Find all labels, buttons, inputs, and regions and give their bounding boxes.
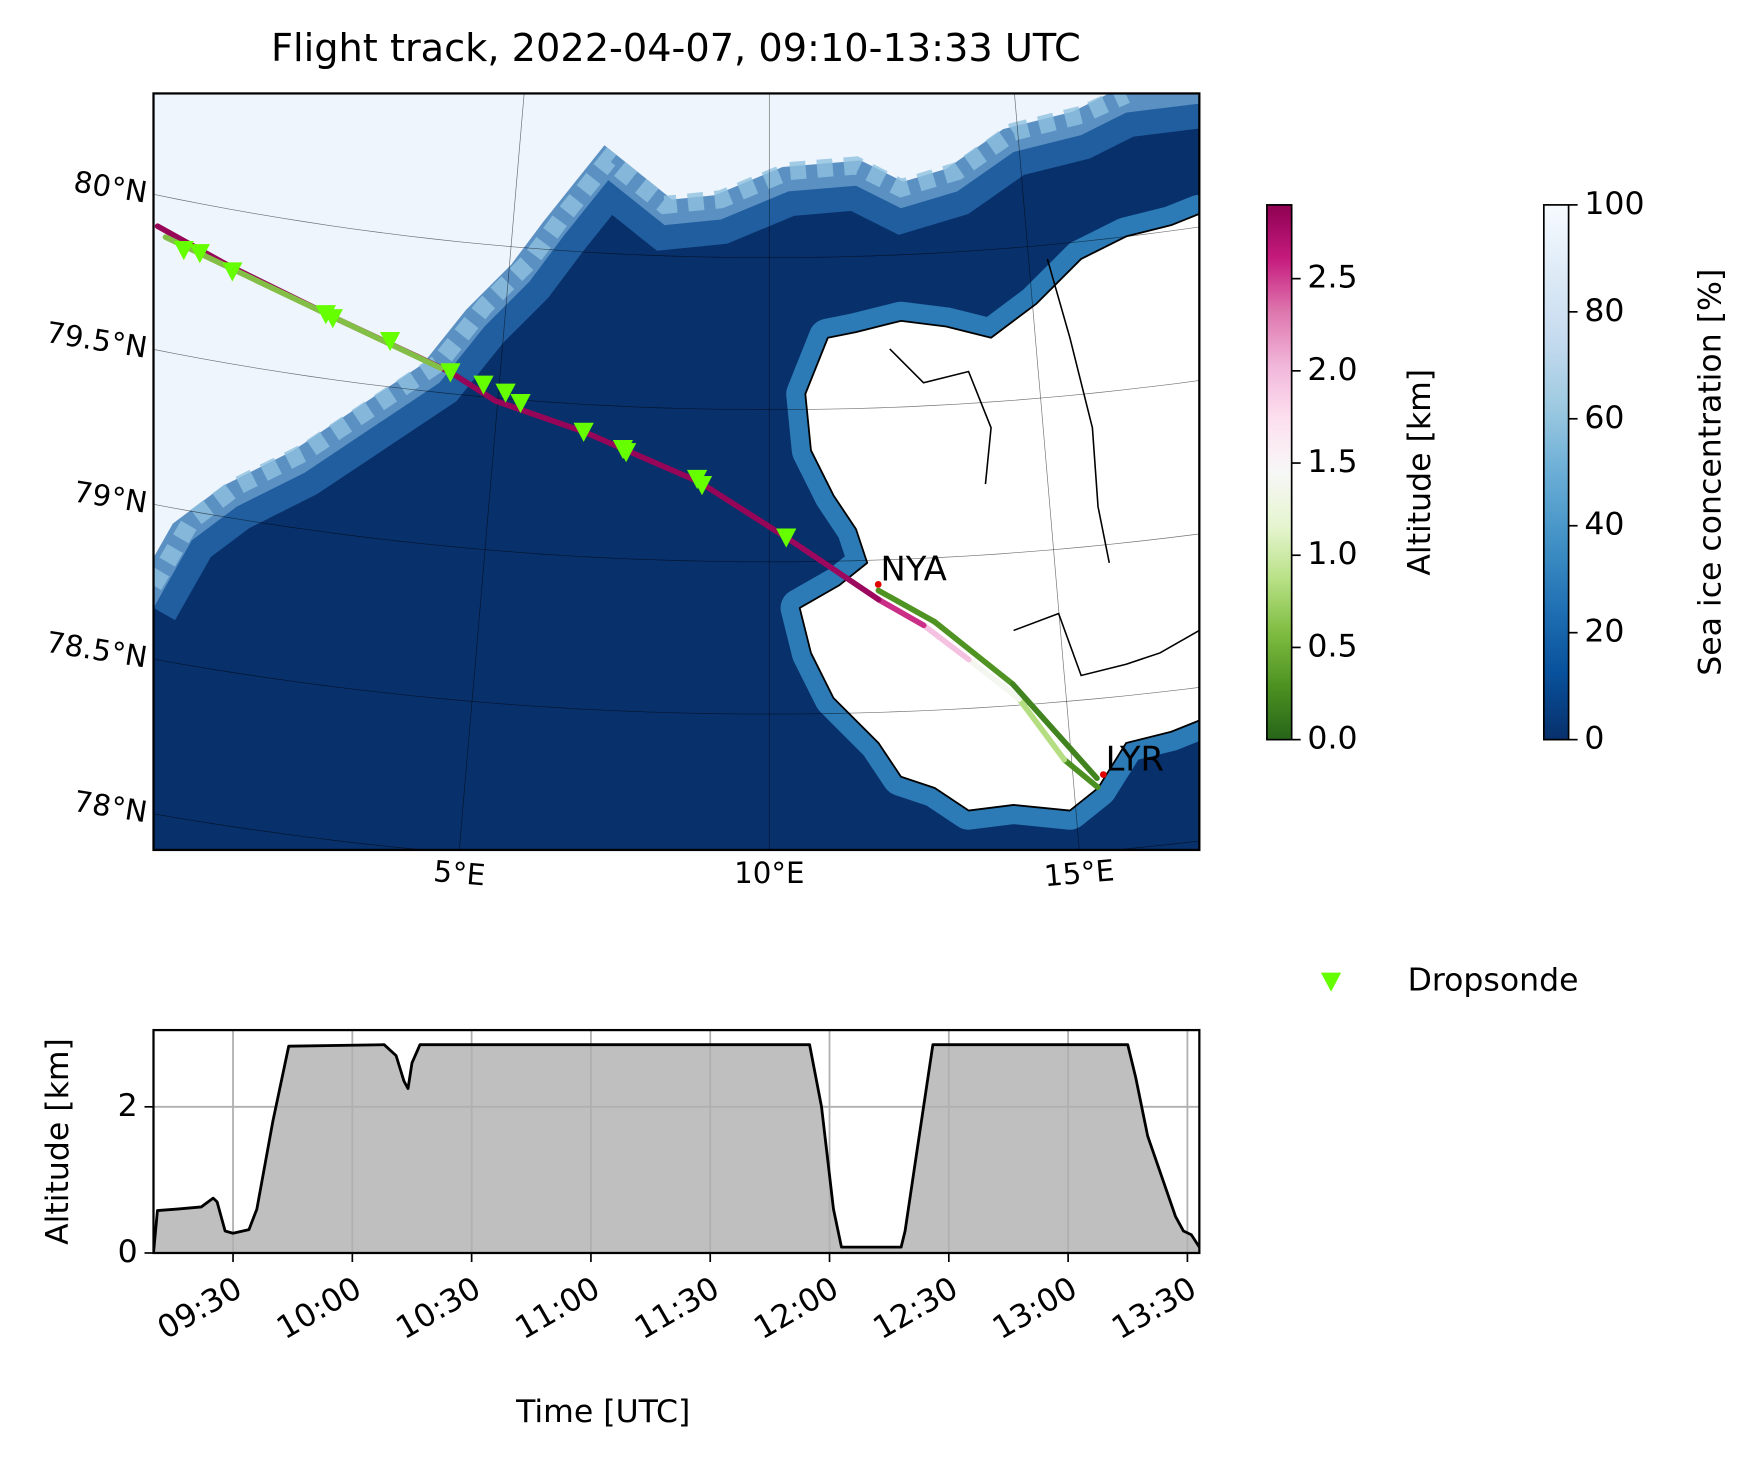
dropsonde-marker xyxy=(615,443,637,463)
dropsonde-marker xyxy=(510,393,531,414)
grid-line xyxy=(153,503,1200,563)
colorbar-tick-label: 20 xyxy=(1584,614,1624,650)
x-tick-label: 10°E xyxy=(734,856,804,890)
dropsonde-marker xyxy=(379,332,401,352)
flight-track xyxy=(920,622,972,663)
x-tick-label: 13:00 xyxy=(987,1270,1084,1347)
colorbar-tick-label: 0 xyxy=(1584,721,1604,757)
flight-track xyxy=(783,534,882,603)
land xyxy=(798,212,1200,812)
chart-title: Flight track, 2022-04-07, 09:10-13:33 UT… xyxy=(271,26,1081,71)
x-tick-label: 12:00 xyxy=(748,1270,845,1347)
colorbar xyxy=(1266,204,1293,741)
y-tick-label: 79°N xyxy=(71,475,149,520)
flight-track xyxy=(696,479,790,541)
colorbar-tick-label: 100 xyxy=(1584,186,1644,222)
plot-frame xyxy=(152,1028,1201,1255)
dropsonde-marker xyxy=(776,528,797,548)
x-tick-label: 09:30 xyxy=(152,1270,249,1347)
flight-track xyxy=(1016,696,1068,763)
dropsonde-marker xyxy=(573,422,594,442)
fjord xyxy=(1013,612,1200,677)
fjord xyxy=(889,348,992,485)
flight-track xyxy=(875,596,927,629)
y-tick-label: 0 xyxy=(118,1234,138,1270)
place-marker xyxy=(874,581,882,588)
dropsonde-marker xyxy=(222,262,243,282)
y-tick-label: 79.5°N xyxy=(44,315,150,364)
dropsonde-marker xyxy=(473,375,494,395)
grid-line xyxy=(153,193,1200,259)
flight-track xyxy=(875,587,938,625)
x-tick-label: 10:00 xyxy=(271,1270,368,1347)
x-tick-label: 11:30 xyxy=(629,1270,726,1347)
colorbar-tick-label: 0.0 xyxy=(1307,721,1357,757)
colorbar xyxy=(1542,204,1570,741)
flight-track xyxy=(1010,681,1100,782)
dropsonde-marker xyxy=(322,309,343,329)
flight-track xyxy=(931,618,1016,688)
y-tick-label: 78°N xyxy=(71,784,149,829)
dropsonde-marker xyxy=(173,241,194,261)
x-tick-label: 10:30 xyxy=(390,1270,487,1347)
colorbar-tick-label: 1.0 xyxy=(1307,536,1357,572)
colorbar-tick-label: 40 xyxy=(1584,507,1624,543)
colorbar-tick-label: 1.5 xyxy=(1307,444,1357,480)
dropsonde-marker xyxy=(495,383,516,403)
place-marker xyxy=(1099,771,1107,778)
dropsonde-marker xyxy=(440,363,461,383)
altitude-line xyxy=(153,1043,1200,1253)
grid-line xyxy=(1014,93,1080,850)
colorbar-label: Sea ice concentration [%] xyxy=(1693,269,1729,676)
flight-track xyxy=(580,428,703,485)
colorbar-tick-label: 80 xyxy=(1584,293,1624,329)
map-frame xyxy=(152,92,1201,852)
y-tick-label: 78.5°N xyxy=(44,625,150,674)
colorbar-tick-label: 2.0 xyxy=(1307,352,1357,388)
colorbar-tick-label: 60 xyxy=(1584,400,1624,436)
place-label: NYA xyxy=(880,549,946,588)
x-tick-label: 13:30 xyxy=(1106,1270,1203,1347)
sea-ice xyxy=(153,93,1200,608)
flight-track xyxy=(492,398,587,435)
x-tick-label: 12:30 xyxy=(867,1270,964,1347)
y-tick-label: 80°N xyxy=(71,165,149,210)
x-tick-label: 11:00 xyxy=(510,1270,607,1347)
y-axis-label: Altitude [km] xyxy=(40,1038,76,1245)
colorbar-tick-label: 2.5 xyxy=(1307,260,1357,296)
y-tick-label: 2 xyxy=(118,1088,138,1124)
colorbar-tick-label: 0.5 xyxy=(1307,628,1357,664)
grid-line xyxy=(458,93,525,850)
x-tick-label: 5°E xyxy=(432,854,486,892)
altitude-plot: 09:30 10:00 10:30 11:00 11:30 12:00 12:30 13:00… xyxy=(40,1028,1203,1430)
flight-track xyxy=(965,656,1023,702)
altitude-fill xyxy=(153,1044,1200,1253)
legend-marker xyxy=(1320,972,1342,992)
x-axis-label: Time [UTC] xyxy=(515,1394,690,1430)
grid-line xyxy=(153,658,1200,715)
dropsonde-marker xyxy=(189,244,210,264)
place-label: LYR xyxy=(1106,740,1164,779)
dropsonde-marker xyxy=(691,476,713,496)
flight-track xyxy=(447,369,499,404)
colorbar-label: Altitude [km] xyxy=(1402,369,1438,576)
ice-edge xyxy=(153,93,1200,621)
grid-line xyxy=(153,349,1200,411)
flight-track xyxy=(1061,756,1101,791)
fjord xyxy=(1046,258,1111,564)
ice-edge xyxy=(153,93,1130,590)
x-tick-label: 15°E xyxy=(1043,853,1116,893)
legend-label: Dropsonde xyxy=(1408,963,1579,999)
